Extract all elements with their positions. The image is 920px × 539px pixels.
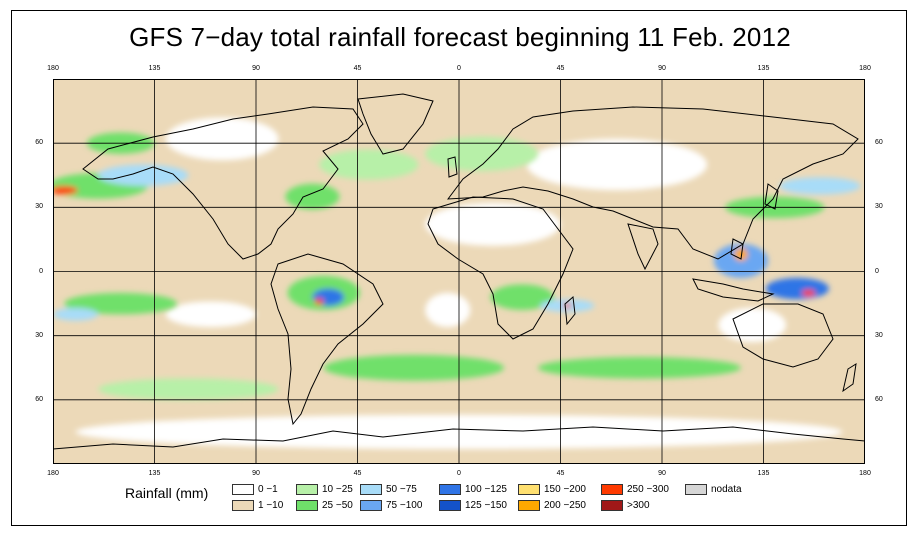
lon-tick-label: 45	[353, 470, 362, 477]
legend-swatch	[296, 484, 318, 495]
legend-label: 1 −10	[258, 500, 284, 511]
legend-label: 50 −75	[386, 484, 417, 495]
dry-zone	[526, 138, 708, 191]
legend-label: 150 −200	[544, 484, 586, 495]
australia-coast	[732, 303, 834, 368]
lat-tick-label: 30	[35, 331, 43, 339]
lon-tick-label: 90	[252, 65, 260, 72]
lon-tick-label: 0	[457, 65, 461, 72]
antarctica-coast	[53, 426, 865, 450]
lon-tick-label: 180	[47, 470, 59, 477]
dry-zone	[165, 301, 256, 328]
rain-zone	[779, 177, 861, 195]
indonesia-coast	[692, 278, 775, 302]
dry-zone	[425, 203, 561, 246]
rain-zone	[562, 303, 572, 308]
lat-tick-label: 30	[875, 331, 883, 339]
lat-tick-label: 30	[875, 203, 883, 211]
greenland-coast	[357, 93, 434, 155]
figure-frame	[11, 10, 907, 526]
legend-label: nodata	[711, 484, 742, 495]
legend-label: 10 −25	[322, 484, 353, 495]
legend-swatch	[232, 500, 254, 511]
legend-swatch	[518, 484, 540, 495]
lat-tick-label: 60	[35, 395, 43, 403]
coastlines	[53, 93, 865, 450]
legend-swatch	[439, 484, 461, 495]
lon-tick-label: 180	[859, 470, 871, 477]
lon-tick-label: 90	[658, 65, 666, 72]
rain-zone	[425, 136, 538, 171]
legend-label: >300	[627, 500, 650, 511]
lon-tick-label: 180	[859, 65, 871, 72]
philippines-coast	[730, 238, 744, 260]
legend-swatch	[360, 500, 382, 511]
legend-swatch	[360, 484, 382, 495]
legend-label: 75 −100	[386, 500, 423, 511]
india-coast	[627, 223, 659, 271]
north-america-coast	[82, 106, 364, 260]
rain-zone	[98, 378, 279, 400]
rain-zone	[319, 149, 419, 180]
japan-coast	[764, 183, 779, 210]
legend-title: Rainfall (mm)	[125, 485, 209, 501]
legend-swatch	[601, 500, 623, 511]
lon-tick-label: 45	[556, 65, 565, 72]
dry-zone	[718, 307, 787, 343]
eurasia-coast	[446, 106, 859, 260]
lon-tick-label: 90	[252, 470, 260, 477]
legend-label: 0 −1	[258, 484, 278, 495]
legend-label: 125 −150	[465, 500, 507, 511]
rain-zone	[98, 164, 189, 186]
rain-zone	[801, 289, 816, 297]
lat-tick-label: 60	[875, 395, 883, 403]
lon-tick-label: 135	[757, 470, 770, 477]
dry-zone	[425, 292, 471, 328]
lat-tick-label: 0	[39, 267, 43, 275]
rain-zone	[765, 277, 829, 300]
lat-tick-label: 60	[35, 139, 43, 147]
south-america-coast	[270, 253, 384, 426]
lon-tick-label: 135	[757, 65, 770, 72]
rain-zone	[64, 292, 178, 315]
legend-label: 100 −125	[465, 484, 507, 495]
rain-zone	[314, 298, 324, 305]
legend-swatch	[518, 500, 540, 511]
legend-swatch	[685, 484, 707, 495]
legend-label: 25 −50	[322, 500, 353, 511]
uk-coast	[447, 156, 458, 178]
legend-swatch	[296, 500, 318, 511]
legend-swatch	[601, 484, 623, 495]
rain-zone	[323, 354, 505, 381]
lat-tick-label: 30	[35, 203, 43, 211]
map-title: GFS 7−day total rainfall forecast beginn…	[129, 22, 791, 52]
rainfall-map	[53, 79, 865, 464]
lat-tick-label: 0	[875, 267, 879, 275]
lon-tick-label: 45	[353, 65, 362, 72]
lon-tick-label: 135	[148, 65, 161, 72]
lon-tick-label: 135	[148, 470, 161, 477]
lat-tick-label: 60	[875, 139, 883, 147]
legend-swatch	[232, 484, 254, 495]
dry-zone	[165, 117, 279, 161]
legend-label: 250 −300	[627, 484, 669, 495]
rain-zone	[490, 284, 554, 310]
lon-tick-label: 45	[556, 470, 565, 477]
rain-zone	[53, 307, 99, 321]
legend-swatch	[439, 500, 461, 511]
new-zealand-coast	[842, 363, 857, 393]
lon-tick-label: 0	[457, 470, 461, 477]
rain-zone	[537, 357, 741, 379]
lon-tick-label: 90	[658, 470, 666, 477]
africa-coast	[427, 196, 574, 340]
lon-tick-label: 180	[47, 65, 59, 72]
madagascar-coast	[564, 295, 576, 326]
graticule	[53, 79, 865, 464]
rain-zone	[285, 183, 340, 210]
legend-label: 200 −250	[544, 500, 586, 511]
rain-zone	[53, 185, 78, 195]
